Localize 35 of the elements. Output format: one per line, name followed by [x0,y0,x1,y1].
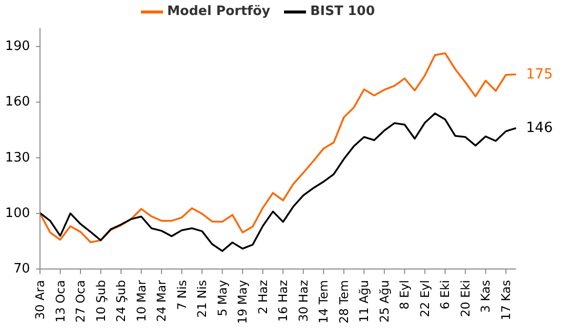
line-series [39,52,517,244]
x-tick-label: 28 Tem [336,280,351,324]
y-tick-label: 100 [5,206,30,221]
data-label: 175 [526,66,553,82]
x-tick-label: 11 Ağu [357,280,372,323]
x-tick-label: 25 Ağu [377,280,392,323]
x-tick-label: 3 Kas [478,280,493,313]
line-series [39,112,517,252]
x-tick-label: 22 Eyl [418,280,432,318]
x-tick-label: 20 Eki [458,280,472,317]
legend-label: Model Portföy [167,4,270,19]
x-tick-label: 30 Haz [296,280,310,322]
x-tick-label: 7 Nis [174,280,189,310]
x-tick-label: 5 May [215,280,230,316]
y-tick-label: 70 [13,262,30,276]
x-tick-label: 8 Eyl [398,280,412,310]
x-tick-label: 13 Oca [53,280,68,322]
x-tick-label: 30 Ara [33,280,47,320]
x-tick-label: 17 Kas [498,280,513,320]
x-tick-label: 10 Şub [94,280,108,322]
x-tick-label: 21 Nis [195,280,210,318]
legend-label: BIST 100 [310,4,375,19]
x-tick-label: 19 May [236,280,250,324]
x-tick-label: 2 Haz [256,280,270,314]
y-tick-label: 190 [5,39,30,54]
x-tick-label: 6 Eki [438,280,452,310]
y-tick-label: 130 [5,150,30,166]
x-tick-label: 27 Oca [74,280,88,322]
x-tick-label: 16 Haz [276,280,290,322]
x-tick-label: 10 Mar [134,280,148,322]
data-label: 146 [526,120,553,136]
x-tick-label: 14 Tem [316,280,331,324]
y-tick-label: 160 [5,94,30,110]
x-tick-label: 24 Mar [154,280,169,322]
x-tick-label: 24 Şub [114,280,128,322]
